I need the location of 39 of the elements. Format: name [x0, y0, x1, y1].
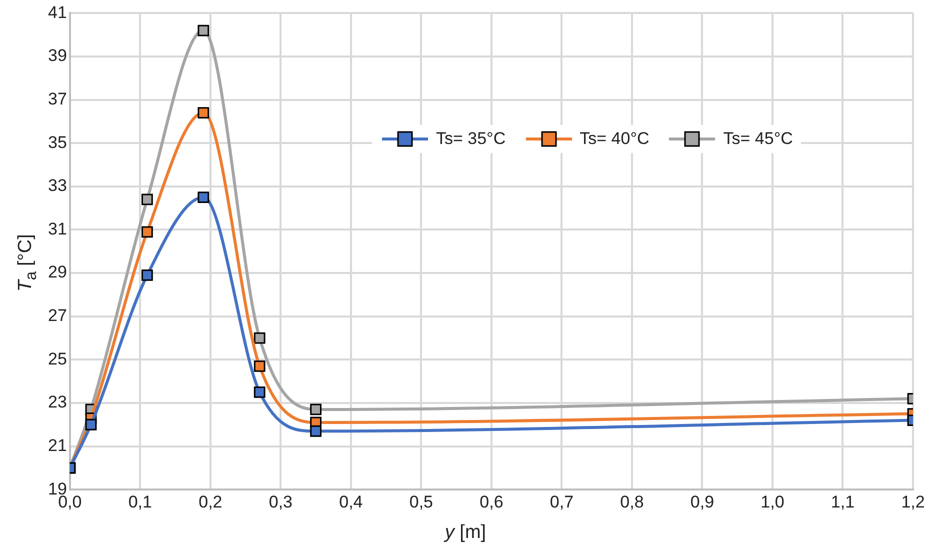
y-tick-label: 35 — [48, 132, 67, 152]
point — [254, 386, 266, 398]
x-axis-title: y [m] — [442, 522, 488, 544]
point — [310, 404, 322, 416]
y-tick-label: 31 — [48, 219, 67, 238]
y-tick-label: 39 — [48, 46, 67, 66]
point — [141, 270, 153, 281]
y-tick-label: 21 — [48, 436, 67, 455]
x-tick-label: 1,0 — [760, 492, 784, 512]
y-tick-label: 27 — [48, 306, 67, 326]
point — [141, 226, 153, 238]
y-tick-label: 37 — [48, 90, 67, 109]
y-tick-label: 29 — [48, 262, 67, 282]
point — [254, 332, 266, 344]
x-tick-label: 0,4 — [339, 492, 363, 512]
x-tick-label: 0,3 — [268, 492, 292, 512]
point — [254, 360, 266, 372]
x-tick-label: 0,8 — [620, 492, 644, 512]
point — [198, 24, 210, 36]
point — [198, 192, 210, 203]
x-tick-label: 1,2 — [901, 492, 925, 512]
legend-label: Ts= 40°C — [580, 129, 650, 149]
legend-label: Ts= 45°C — [723, 129, 793, 149]
point — [310, 425, 322, 437]
x-tick-label: 0,2 — [198, 492, 222, 512]
y-tick-label: 41 — [48, 2, 67, 22]
x-tick-label: 0,1 — [128, 492, 152, 512]
y-tick-label: 25 — [48, 349, 67, 368]
x-tick-label: 1,1 — [830, 492, 855, 512]
legend-label: Ts= 35°C — [436, 129, 506, 149]
x-tick-label: 0,7 — [550, 492, 574, 512]
point — [141, 194, 153, 206]
x-tick-label: 0,6 — [480, 492, 504, 512]
y-tick-label: 23 — [48, 392, 67, 412]
x-tick-label: 0,5 — [409, 492, 434, 512]
point — [85, 418, 97, 430]
y-tick-label: 33 — [48, 176, 67, 196]
point — [198, 107, 210, 119]
x-tick-label: 0,9 — [690, 492, 714, 512]
